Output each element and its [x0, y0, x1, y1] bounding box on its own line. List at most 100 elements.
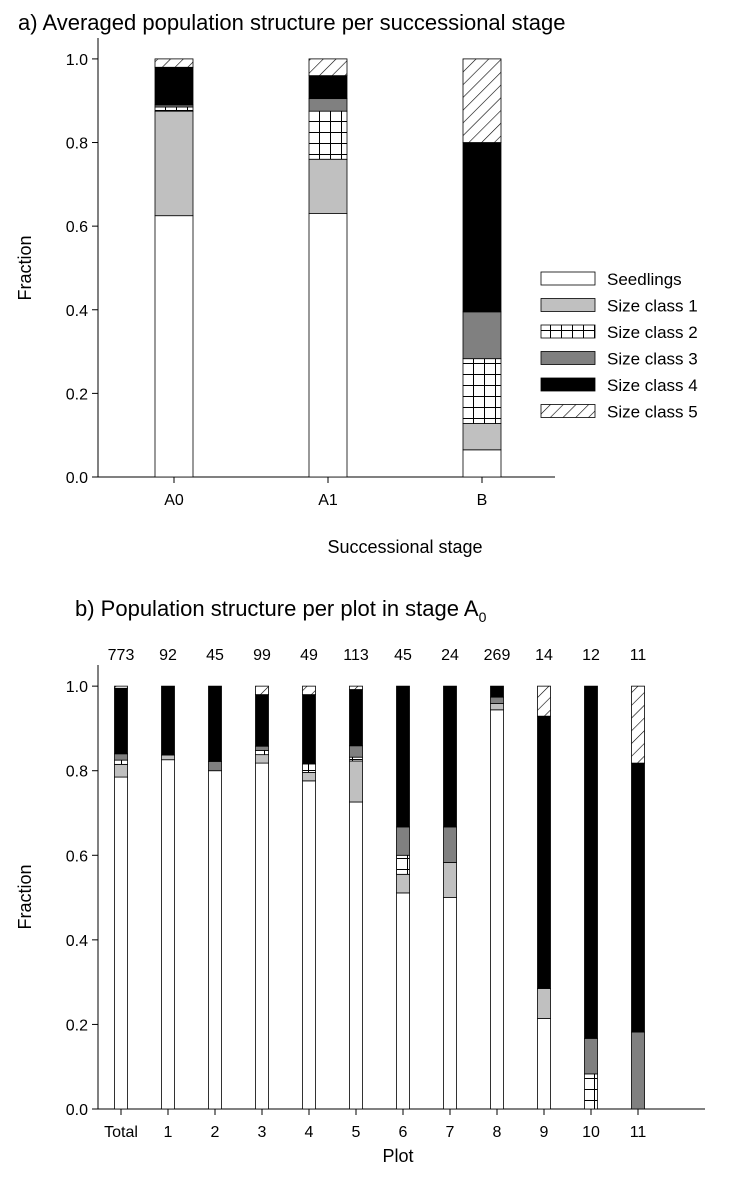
b-bar-5-size-class-4: [349, 689, 363, 747]
b-bar-total-size-class-2: [114, 759, 128, 765]
b-bar-9-seedlings: [537, 1018, 551, 1110]
b-bar-11-size-class-3: [631, 1031, 645, 1110]
b-bar-9-size-class-4: [537, 715, 551, 989]
b-bar-1-size-class-1: [161, 754, 175, 761]
b-bar-total-seedlings: [114, 776, 128, 1110]
panel-b-ylabel: Fraction: [15, 864, 35, 929]
legend-swatch-size-class-5: [540, 404, 596, 418]
b-count-label: 45: [206, 647, 224, 664]
b-bar-3-size-class-4: [255, 694, 269, 747]
b-x-tick-label: 8: [493, 1124, 502, 1141]
b-bar-8-seedlings: [490, 709, 504, 1110]
b-bar-11-size-class-4: [631, 762, 645, 1033]
b-y-tick-label: 0.2: [66, 1017, 88, 1034]
b-bar-3-size-class-3: [255, 745, 269, 751]
b-count-label: 773: [108, 647, 135, 664]
b-y-tick-label: 0.4: [66, 933, 88, 950]
panel-b-axes: 0.0 0.2 0.4 0.6 0.8 1.0 Total 1 2 3 4 5 6 7 8 9 10 11: [66, 665, 705, 1141]
legend-label-size-class-2: Size class 2: [607, 323, 698, 342]
b-x-tick-label: 1: [164, 1124, 173, 1141]
a-bar-b-size-class-2: [462, 358, 502, 424]
legend-label-size-class-5: Size class 5: [607, 403, 698, 422]
b-y-tick-label: 0.6: [66, 848, 88, 865]
b-x-tick-label: 6: [399, 1124, 408, 1141]
panel-a-title: a) Averaged population structure per suc…: [18, 10, 566, 35]
b-count-label: 11: [630, 647, 647, 664]
a-bar-a1-seedlings: [308, 213, 348, 478]
b-bar-4-seedlings: [302, 780, 316, 1110]
a-bar-a0-seedlings: [154, 215, 194, 478]
a-bar-b-seedlings: [462, 449, 502, 478]
a-bar-a1-size-class-3: [308, 98, 348, 112]
panel-b-bars: [114, 685, 645, 1110]
legend-label-size-class-1: Size class 1: [607, 297, 698, 316]
b-bar-total-size-class-1: [114, 763, 128, 778]
panel-a-xlabel: Successional stage: [327, 537, 482, 557]
b-bar-6-seedlings: [396, 892, 410, 1110]
panel-a-bars: [154, 58, 502, 478]
legend-swatch-size-class-1: [540, 298, 596, 312]
b-x-tick-label: 11: [630, 1124, 647, 1141]
b-bar-7-seedlings: [443, 897, 457, 1110]
b-x-tick-label: 9: [540, 1124, 549, 1141]
a-x-tick-label: A1: [318, 492, 338, 509]
b-count-label: 113: [343, 647, 369, 664]
b-bar-7-size-class-1: [443, 862, 457, 898]
b-count-label: 24: [441, 647, 459, 664]
a-y-tick-label: 0.6: [66, 219, 88, 236]
b-bar-10-size-class-3: [584, 1037, 598, 1075]
a-bar-a0-size-class-5: [154, 58, 194, 68]
b-bar-9-size-class-1: [537, 988, 551, 1019]
a-y-tick-label: 0.8: [66, 136, 88, 153]
b-bar-6-size-class-4: [396, 685, 410, 828]
b-bar-10-size-class-2: [584, 1073, 598, 1110]
b-count-label: 269: [484, 647, 511, 664]
a-bar-a1-size-class-5: [308, 58, 348, 77]
b-bar-2-size-class-3: [208, 761, 222, 772]
b-x-tick-label: 7: [446, 1124, 455, 1141]
panel-a: a) Averaged population structure per suc…: [15, 10, 698, 557]
b-bar-5-size-class-2: [349, 756, 363, 762]
b-x-tick-label: 3: [258, 1124, 267, 1141]
a-y-tick-label: 0.2: [66, 386, 88, 403]
legend-swatch-size-class-3: [540, 351, 596, 365]
legend-label-seedlings: Seedlings: [607, 270, 682, 289]
panel-b-title-main: b) Population structure per plot in stag…: [75, 596, 479, 621]
b-bar-total-size-class-5: [114, 685, 128, 689]
a-bar-b-size-class-5: [462, 58, 502, 143]
b-bar-2-seedlings: [208, 770, 222, 1110]
b-y-tick-label: 0.0: [66, 1102, 88, 1119]
a-bar-a1-size-class-2: [308, 110, 348, 160]
panel-b-xlabel: Plot: [382, 1146, 413, 1166]
a-bar-b-size-class-1: [462, 423, 502, 451]
a-bar-a0-size-class-4: [154, 66, 194, 106]
a-bar-a0-size-class-2: [154, 106, 194, 112]
legend-label-size-class-3: Size class 3: [607, 350, 698, 369]
b-y-tick-label: 1.0: [66, 679, 88, 696]
b-bar-11-size-class-5: [631, 685, 645, 764]
b-bar-3-size-class-2: [255, 750, 269, 756]
b-bar-9-size-class-5: [537, 685, 551, 717]
b-y-tick-label: 0.8: [66, 764, 88, 781]
a-bar-b-size-class-4: [462, 142, 502, 313]
b-bar-4-size-class-4: [302, 694, 316, 765]
b-bar-4-size-class-2: [302, 763, 316, 773]
a-y-tick-label: 0.4: [66, 303, 88, 320]
legend-label-size-class-4: Size class 4: [607, 376, 698, 395]
a-x-tick-label: B: [477, 492, 488, 509]
panel-a-legend: Seedlings Size class 1 Size class 2 Size cl…: [540, 270, 698, 422]
panel-a-ylabel: Fraction: [15, 235, 35, 300]
a-y-tick-label: 0.0: [66, 470, 88, 487]
b-x-tick-label: 10: [582, 1124, 600, 1141]
b-count-label: 14: [535, 647, 553, 664]
b-bar-2-size-class-4: [208, 685, 222, 762]
a-bar-a1-size-class-1: [308, 158, 348, 215]
b-bar-total-size-class-3: [114, 753, 128, 761]
b-bar-3-seedlings: [255, 762, 269, 1110]
a-y-tick-label: 1.0: [66, 52, 88, 69]
b-bar-3-size-class-1: [255, 754, 269, 764]
b-bar-7-size-class-3: [443, 826, 457, 863]
b-bar-10-size-class-4: [584, 685, 598, 1039]
b-bar-4-size-class-5: [302, 685, 316, 696]
